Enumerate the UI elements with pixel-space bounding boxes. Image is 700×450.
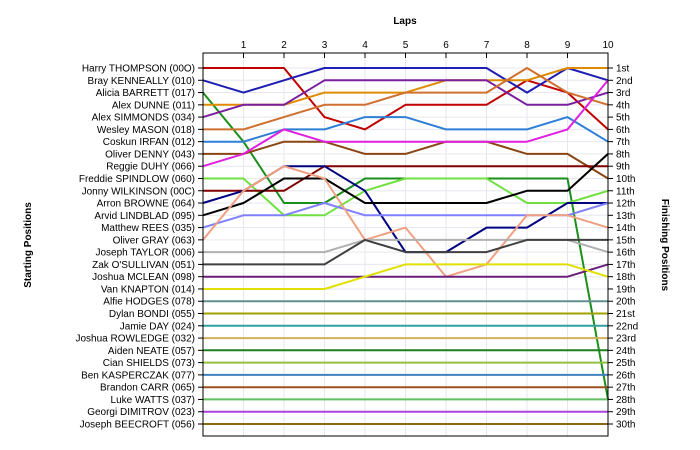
x-tick-label: 5: [403, 40, 409, 51]
starting-position-label: Oliver DENNY (043): [105, 149, 195, 160]
right-axis-title: Finishing Positions: [659, 199, 670, 292]
series-line: [202, 153, 609, 217]
finishing-position-label: 13th: [616, 211, 635, 222]
starting-position-label: Van KNAPTON (014): [101, 284, 195, 295]
starting-position-label: Oliver GRAY (063): [113, 235, 195, 246]
starting-position-label: Wesley MASON (018): [97, 125, 195, 136]
series-line: [202, 165, 609, 278]
finishing-position-label: 23rd: [616, 334, 636, 345]
finishing-position-label: 24th: [616, 346, 635, 357]
finishing-position-label: 15th: [616, 235, 635, 246]
grid: [203, 53, 609, 436]
left-axis-title: Starting Positions: [23, 202, 34, 288]
finishing-position-label: 6th: [616, 125, 630, 136]
starting-position-label: Arron BROWNE (064): [97, 199, 195, 210]
starting-position-label: Joshua ROWLEDGE (032): [76, 334, 196, 345]
finishing-position-label: 1st: [616, 64, 630, 75]
starting-position-label: Alex SIMMONDS (034): [92, 113, 195, 124]
finishing-position-label: 3rd: [616, 88, 630, 99]
starting-position-label: Coskun IRFAN (012): [103, 137, 195, 148]
finishing-position-label: 20th: [616, 297, 635, 308]
starting-position-label: Matthew REES (035): [101, 223, 195, 234]
starting-position-label: Joseph BEECROFT (056): [80, 420, 195, 431]
finishing-position-label: 22nd: [616, 321, 638, 332]
finishing-position-label: 10th: [616, 174, 635, 185]
series-line: [203, 177, 609, 217]
finishing-position-label: 26th: [616, 370, 635, 381]
finishing-position-label: 8th: [616, 149, 630, 160]
series-lines: [202, 67, 609, 425]
series-line: [202, 67, 609, 94]
series-line: [202, 79, 609, 119]
finishing-position-label: 29th: [616, 407, 635, 418]
starting-position-label: Freddie SPINDLOW (060): [79, 174, 195, 185]
finishing-position-label: 18th: [616, 272, 635, 283]
series-line: [203, 165, 608, 192]
starting-position-label: Luke WATTS (037): [111, 395, 195, 406]
finishing-position-label: 28th: [616, 395, 635, 406]
starting-position-label: Alex DUNNE (011): [112, 100, 195, 111]
x-tick-label: 3: [322, 40, 328, 51]
starting-position-label: Alicia BARRETT (017): [96, 88, 195, 99]
finishing-position-label: 12th: [616, 199, 635, 210]
starting-position-label: Ben KASPERCZAK (077): [81, 370, 195, 381]
starting-position-label: Georgi DIMITROV (023): [87, 407, 195, 418]
finishing-position-label: 21st: [616, 309, 635, 320]
finishing-position-label: 16th: [616, 248, 635, 259]
finishing-position-label: 5th: [616, 113, 630, 124]
x-tick-label: 4: [362, 40, 368, 51]
starting-position-label: Jonny WILKINSON (00C): [82, 186, 195, 197]
finishing-position-label: 19th: [616, 284, 635, 295]
finishing-position-label: 2nd: [616, 76, 633, 87]
x-tick-label: 7: [484, 40, 490, 51]
starting-position-label: Arvid LINDBLAD (095): [94, 211, 195, 222]
starting-position-label: Jamie DAY (024): [120, 321, 195, 332]
finishing-position-label: 25th: [616, 358, 635, 369]
starting-position-label: Brandon CARR (065): [100, 383, 195, 394]
finishing-position-label: 4th: [616, 100, 630, 111]
x-tick-label: 10: [602, 40, 614, 51]
x-ticks: 1 2 3 4 5 6 7 8 9 10: [241, 40, 614, 58]
series-line: [203, 263, 609, 290]
x-tick-label: 9: [565, 40, 571, 51]
finishing-position-label: 9th: [616, 162, 630, 173]
starting-position-label: Alfie HODGES (078): [103, 297, 195, 308]
series-line: [203, 238, 608, 266]
series-line: [203, 263, 609, 278]
finishing-position-label: 14th: [616, 223, 635, 234]
series-line: [203, 140, 609, 180]
finishing-position-label: 27th: [616, 383, 635, 394]
starting-position-label: Cian SHIELDS (073): [103, 358, 195, 369]
starting-position-label: Zak O'SULLIVAN (051): [92, 260, 195, 271]
starting-position-label: Bray KENNEALLY (010): [88, 76, 195, 87]
series-line: [203, 116, 609, 143]
starting-position-labels: Harry THOMPSON (00O)Bray KENNEALLY (010)…: [76, 64, 203, 431]
finishing-position-label: 30th: [616, 420, 635, 431]
x-tick-label: 2: [281, 40, 287, 51]
starting-position-label: Joshua MCLEAN (098): [92, 272, 195, 283]
series-line: [202, 79, 609, 168]
starting-position-label: Harry THOMPSON (00O): [82, 64, 195, 75]
finishing-position-label: 7th: [616, 137, 630, 148]
series-line: [203, 67, 609, 131]
starting-position-label: Reggie DUHY (066): [106, 162, 195, 173]
x-tick-label: 1: [241, 40, 247, 51]
x-tick-label: 8: [524, 40, 530, 51]
finishing-position-labels: 1st2nd3rd4th5th6th7th8th9th10th11th12th1…: [608, 64, 638, 431]
x-tick-label: 6: [443, 40, 449, 51]
starting-position-label: Dylan BONDI (055): [109, 309, 195, 320]
x-axis-title: Laps: [393, 16, 417, 27]
starting-position-label: Joseph TAYLOR (006): [96, 248, 196, 259]
finishing-position-label: 11th: [616, 186, 635, 197]
finishing-position-label: 17th: [616, 260, 635, 271]
starting-position-label: Aiden NEATE (057): [108, 346, 195, 357]
